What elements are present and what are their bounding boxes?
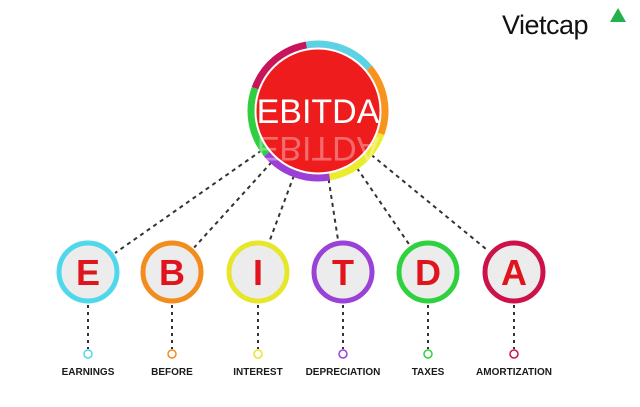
letter-d: D [415, 252, 441, 293]
end-dot [167, 349, 177, 359]
hub-ring-segment [328, 132, 385, 181]
hub-connector-line [327, 179, 339, 240]
hub-ring-segment [305, 40, 373, 71]
letter-circle-i [226, 240, 290, 304]
hub-ring-segment [247, 86, 270, 157]
word-label-earnings: EARNINGS [62, 367, 115, 378]
letter-a: A [501, 252, 527, 293]
end-dot [423, 349, 433, 359]
hub-connector-line [268, 175, 295, 242]
letter-circle-t [311, 240, 375, 304]
green-triangle-icon [610, 8, 626, 22]
brand-name: Vietcap [502, 10, 589, 40]
hub-label-reflection: EBITDA [257, 129, 380, 167]
end-dot [253, 349, 263, 359]
hub-ring-segment [263, 151, 331, 182]
hub-label: EBITDA [257, 93, 380, 131]
end-dot [338, 349, 348, 359]
hub-connector-line [193, 161, 273, 249]
letter-circle-e [56, 240, 120, 304]
letter-i: I [253, 252, 263, 293]
ebitda-hub-circle [254, 47, 382, 175]
word-label-depreciation: DEPRECIATION [306, 367, 381, 378]
letter-e: E [76, 252, 100, 293]
letter-b: B [159, 252, 185, 293]
hub-connector-line [114, 149, 263, 254]
letter-circle-d [396, 240, 460, 304]
letter-circle-b [140, 240, 204, 304]
word-label-amortization: AMORTIZATION [476, 367, 552, 378]
letter-t: T [332, 252, 354, 293]
end-dot [83, 349, 93, 359]
end-dot [509, 349, 519, 359]
vietcap-logo: Vietcap [502, 8, 632, 44]
hub-connector-line [370, 154, 490, 252]
word-label-taxes: TAXES [412, 367, 445, 378]
letter-circle-a [482, 240, 546, 304]
word-label-interest: INTEREST [233, 367, 282, 378]
hub-inner-ring [254, 47, 382, 175]
word-label-before: BEFORE [151, 367, 193, 378]
hub-ring-segment [366, 65, 389, 136]
hub-connector-line [356, 167, 411, 246]
hub-ring-segment [251, 41, 308, 90]
